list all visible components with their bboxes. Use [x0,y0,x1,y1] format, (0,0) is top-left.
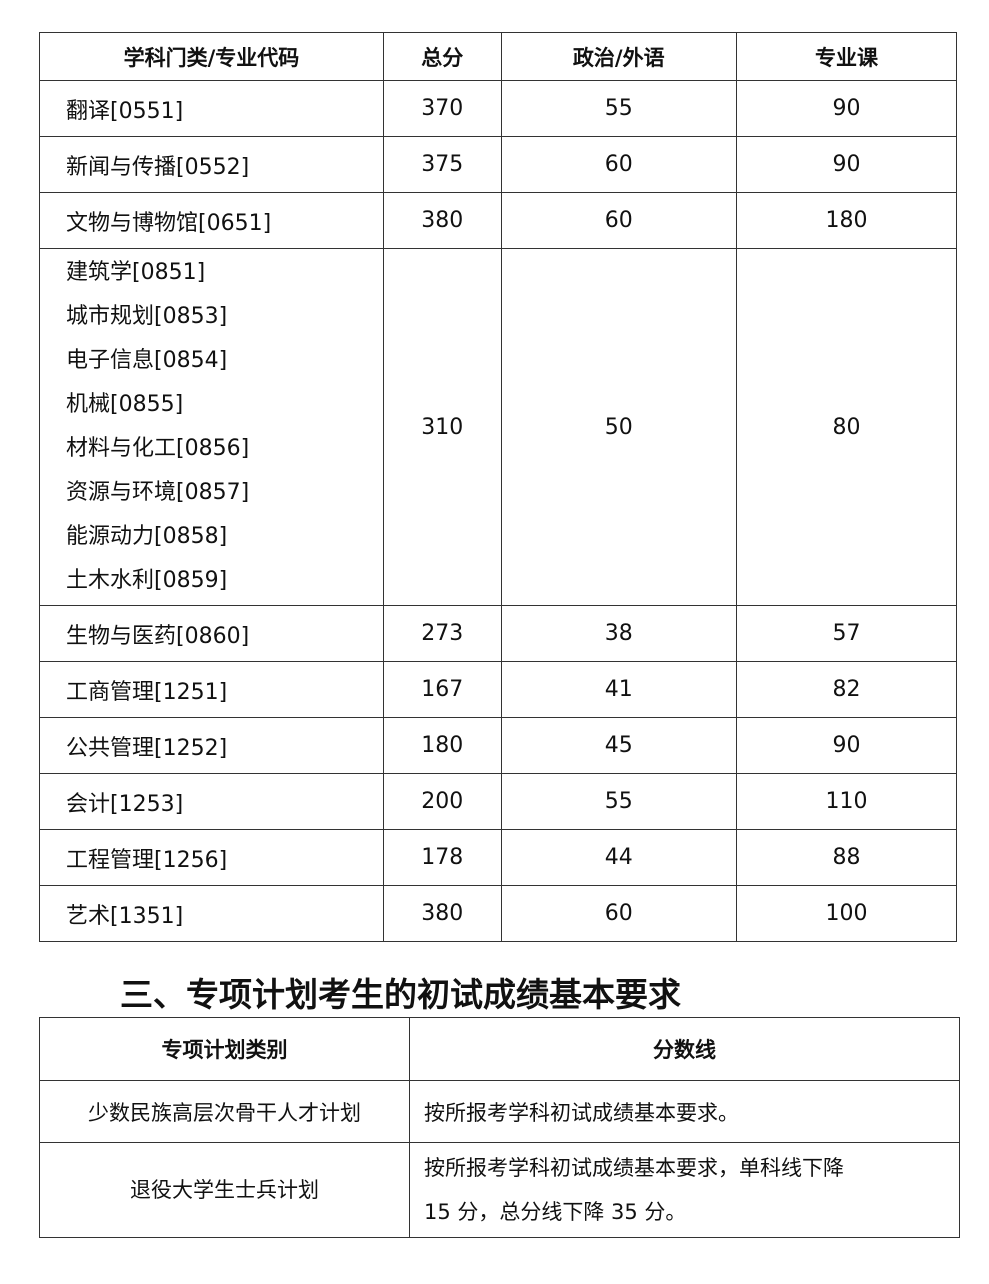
cell-major: 90 [735,136,958,193]
subject-name: 能源动力[0858] [66,524,228,549]
cell-politics-language: 60 [500,136,737,193]
table-header-row: 学科门类/专业代码 总分 政治/外语 专业课 [39,32,958,81]
cell-major: 100 [735,885,958,942]
cell-politics-language: 38 [500,605,737,662]
table-row: 工商管理[1251] 167 41 82 [39,661,958,718]
subject-name: 公共管理[1252] [66,735,228,761]
cell-politics-language: 44 [500,829,737,886]
section-heading: 三、专项计划考生的初试成绩基本要求 [120,975,681,1014]
cell-subject: 文物与博物馆[0651] [39,192,384,249]
cell-politics-language: 41 [500,661,737,718]
subject-name: 电子信息[0854] [66,348,228,373]
cell-major: 82 [735,661,958,718]
cell-politics-language: 60 [500,192,737,249]
cell-subject: 公共管理[1252] [39,717,384,774]
cell-subject: 工程管理[1256] [39,829,384,886]
subject-name: 材料与化工[0856] [66,436,250,461]
header-category: 专项计划类别 [39,1017,410,1081]
cell-total: 380 [382,192,502,249]
table-row: 少数民族高层次骨干人才计划 按所报考学科初试成绩基本要求。 [39,1080,961,1143]
cell-major: 110 [735,773,958,830]
special-program-table: 专项计划类别 分数线 少数民族高层次骨干人才计划 按所报考学科初试成绩基本要求。退… [39,1017,961,1238]
cell-total: 273 [382,605,502,662]
cell-politics-language: 55 [500,80,737,137]
cell-total: 180 [382,717,502,774]
subject-name: 建筑学[0851] [66,260,206,285]
header-subject: 学科门类/专业代码 [39,32,384,81]
cell-subject: 会计[1253] [39,773,384,830]
cell-total: 310 [382,248,502,606]
table-row: 退役大学生士兵计划 按所报考学科初试成绩基本要求，单科线下降 15 分，总分线下降 … [39,1142,961,1238]
cell-requirement: 按所报考学科初试成绩基本要求。 [408,1080,961,1143]
header-score-line: 分数线 [408,1017,961,1081]
requirement-line: 按所报考学科初试成绩基本要求，单科线下降 [423,1156,844,1180]
cell-politics-language: 55 [500,773,737,830]
cell-subject: 翻译[0551] [39,80,384,137]
subject-name: 会计[1253] [66,791,184,817]
table-row: 工程管理[1256] 178 44 88 [39,829,958,886]
cell-category: 少数民族高层次骨干人才计划 [39,1080,410,1143]
requirement-line: 15 分，总分线下降 35 分。 [423,1200,687,1224]
cell-subject: 工商管理[1251] [39,661,384,718]
table-row: 翻译[0551] 370 55 90 [39,80,958,137]
cell-total: 380 [382,885,502,942]
table-row: 会计[1253] 200 55 110 [39,773,958,830]
cell-politics-language: 60 [500,885,737,942]
cell-major: 90 [735,717,958,774]
cell-politics-language: 45 [500,717,737,774]
cell-subject: 生物与医药[0860] [39,605,384,662]
table-row: 艺术[1351] 380 60 100 [39,885,958,942]
cell-subject: 新闻与传播[0552] [39,136,384,193]
table-row: 文物与博物馆[0651] 380 60 180 [39,192,958,249]
cell-subject: 艺术[1351] [39,885,384,942]
cell-total: 370 [382,80,502,137]
header-politics-language: 政治/外语 [500,32,737,81]
cell-total: 167 [382,661,502,718]
subject-name: 新闻与传播[0552] [66,154,250,180]
header-major: 专业课 [735,32,958,81]
subject-name: 机械[0855] [66,392,184,417]
cell-total: 375 [382,136,502,193]
subject-name: 资源与环境[0857] [66,480,250,505]
cell-category: 退役大学生士兵计划 [39,1142,410,1238]
table-row: 生物与医药[0860] 273 38 57 [39,605,958,662]
cell-major: 180 [735,192,958,249]
cell-requirement: 按所报考学科初试成绩基本要求，单科线下降 15 分，总分线下降 35 分。 [408,1142,961,1238]
cell-major: 90 [735,80,958,137]
cell-total: 178 [382,829,502,886]
subject-name: 土木水利[0859] [66,568,228,593]
cell-subject: 建筑学[0851] 城市规划[0853] 电子信息[0854] 机械[0855] 材料与… [39,248,384,606]
requirement-line: 按所报考学科初试成绩基本要求。 [423,1100,739,1125]
subject-name: 生物与医药[0860] [66,623,250,649]
score-requirements-table: 学科门类/专业代码 总分 政治/外语 专业课 翻译[0551] 370 55 90 新闻… [39,32,958,942]
cell-major: 88 [735,829,958,886]
cell-major: 57 [735,605,958,662]
table-header-row: 专项计划类别 分数线 [39,1017,961,1081]
table-row: 公共管理[1252] 180 45 90 [39,717,958,774]
cell-major: 80 [735,248,958,606]
subject-name: 工商管理[1251] [66,679,228,705]
table-row: 建筑学[0851] 城市规划[0853] 电子信息[0854] 机械[0855] 材料与… [39,248,958,606]
subject-name: 文物与博物馆[0651] [66,210,272,236]
subject-name: 城市规划[0853] [66,304,228,329]
subject-name: 工程管理[1256] [66,847,228,873]
subject-name: 艺术[1351] [66,903,184,929]
cell-total: 200 [382,773,502,830]
table-row: 新闻与传播[0552] 375 60 90 [39,136,958,193]
subject-name: 翻译[0551] [66,98,184,124]
cell-politics-language: 50 [500,248,737,606]
header-total: 总分 [382,32,502,81]
